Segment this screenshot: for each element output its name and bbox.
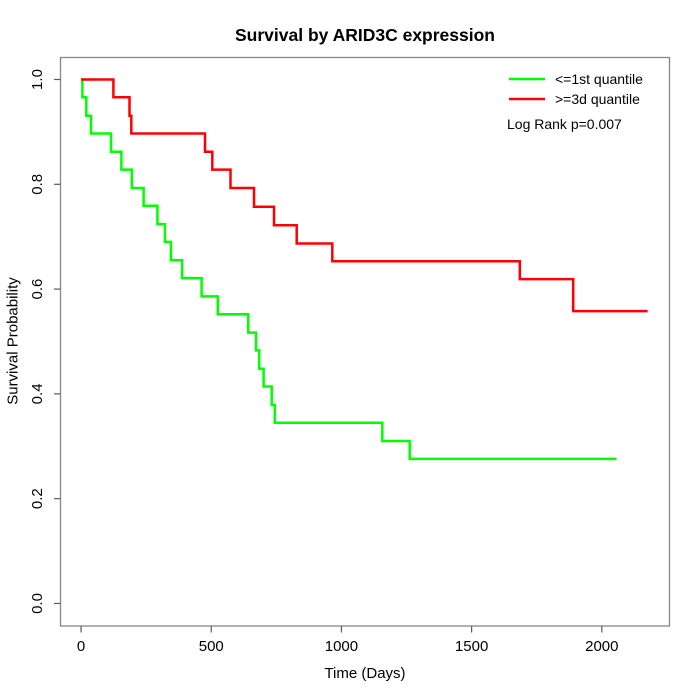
chart-title: Survival by ARID3C expression	[235, 25, 495, 45]
legend: <=1st quantile >=3d quantile Log Rank p=…	[507, 71, 643, 132]
x-tick-label: 2000	[585, 638, 618, 655]
km-curve-low-expression	[81, 78, 617, 461]
y-axis-ticks: 0.0 0.2 0.4 0.6 0.8 1.0	[29, 69, 61, 614]
legend-label-third-quantile: >=3d quantile	[555, 91, 640, 107]
y-tick-label: 0.6	[29, 279, 46, 300]
km-curve-high-expression	[81, 78, 648, 313]
x-axis-ticks: 0 500 1000 1500 2000	[77, 626, 618, 655]
x-tick-label: 1500	[455, 638, 488, 655]
legend-label-first-quantile: <=1st quantile	[555, 71, 643, 87]
y-tick-label: 0.8	[29, 174, 46, 195]
x-tick-label: 1000	[325, 638, 358, 655]
y-axis-title: Survival Probability	[5, 277, 22, 405]
log-rank-annotation: Log Rank p=0.007	[507, 116, 622, 132]
x-axis-title: Time (Days)	[324, 665, 405, 682]
x-tick-label: 0	[77, 638, 85, 655]
y-tick-label: 0.4	[29, 383, 46, 404]
plot-area-frame	[59, 56, 671, 627]
km-curves	[81, 78, 648, 461]
y-tick-label: 1.0	[29, 69, 46, 90]
y-tick-label: 0.2	[29, 488, 46, 509]
y-tick-label: 0.0	[29, 593, 46, 614]
x-tick-label: 500	[199, 638, 224, 655]
